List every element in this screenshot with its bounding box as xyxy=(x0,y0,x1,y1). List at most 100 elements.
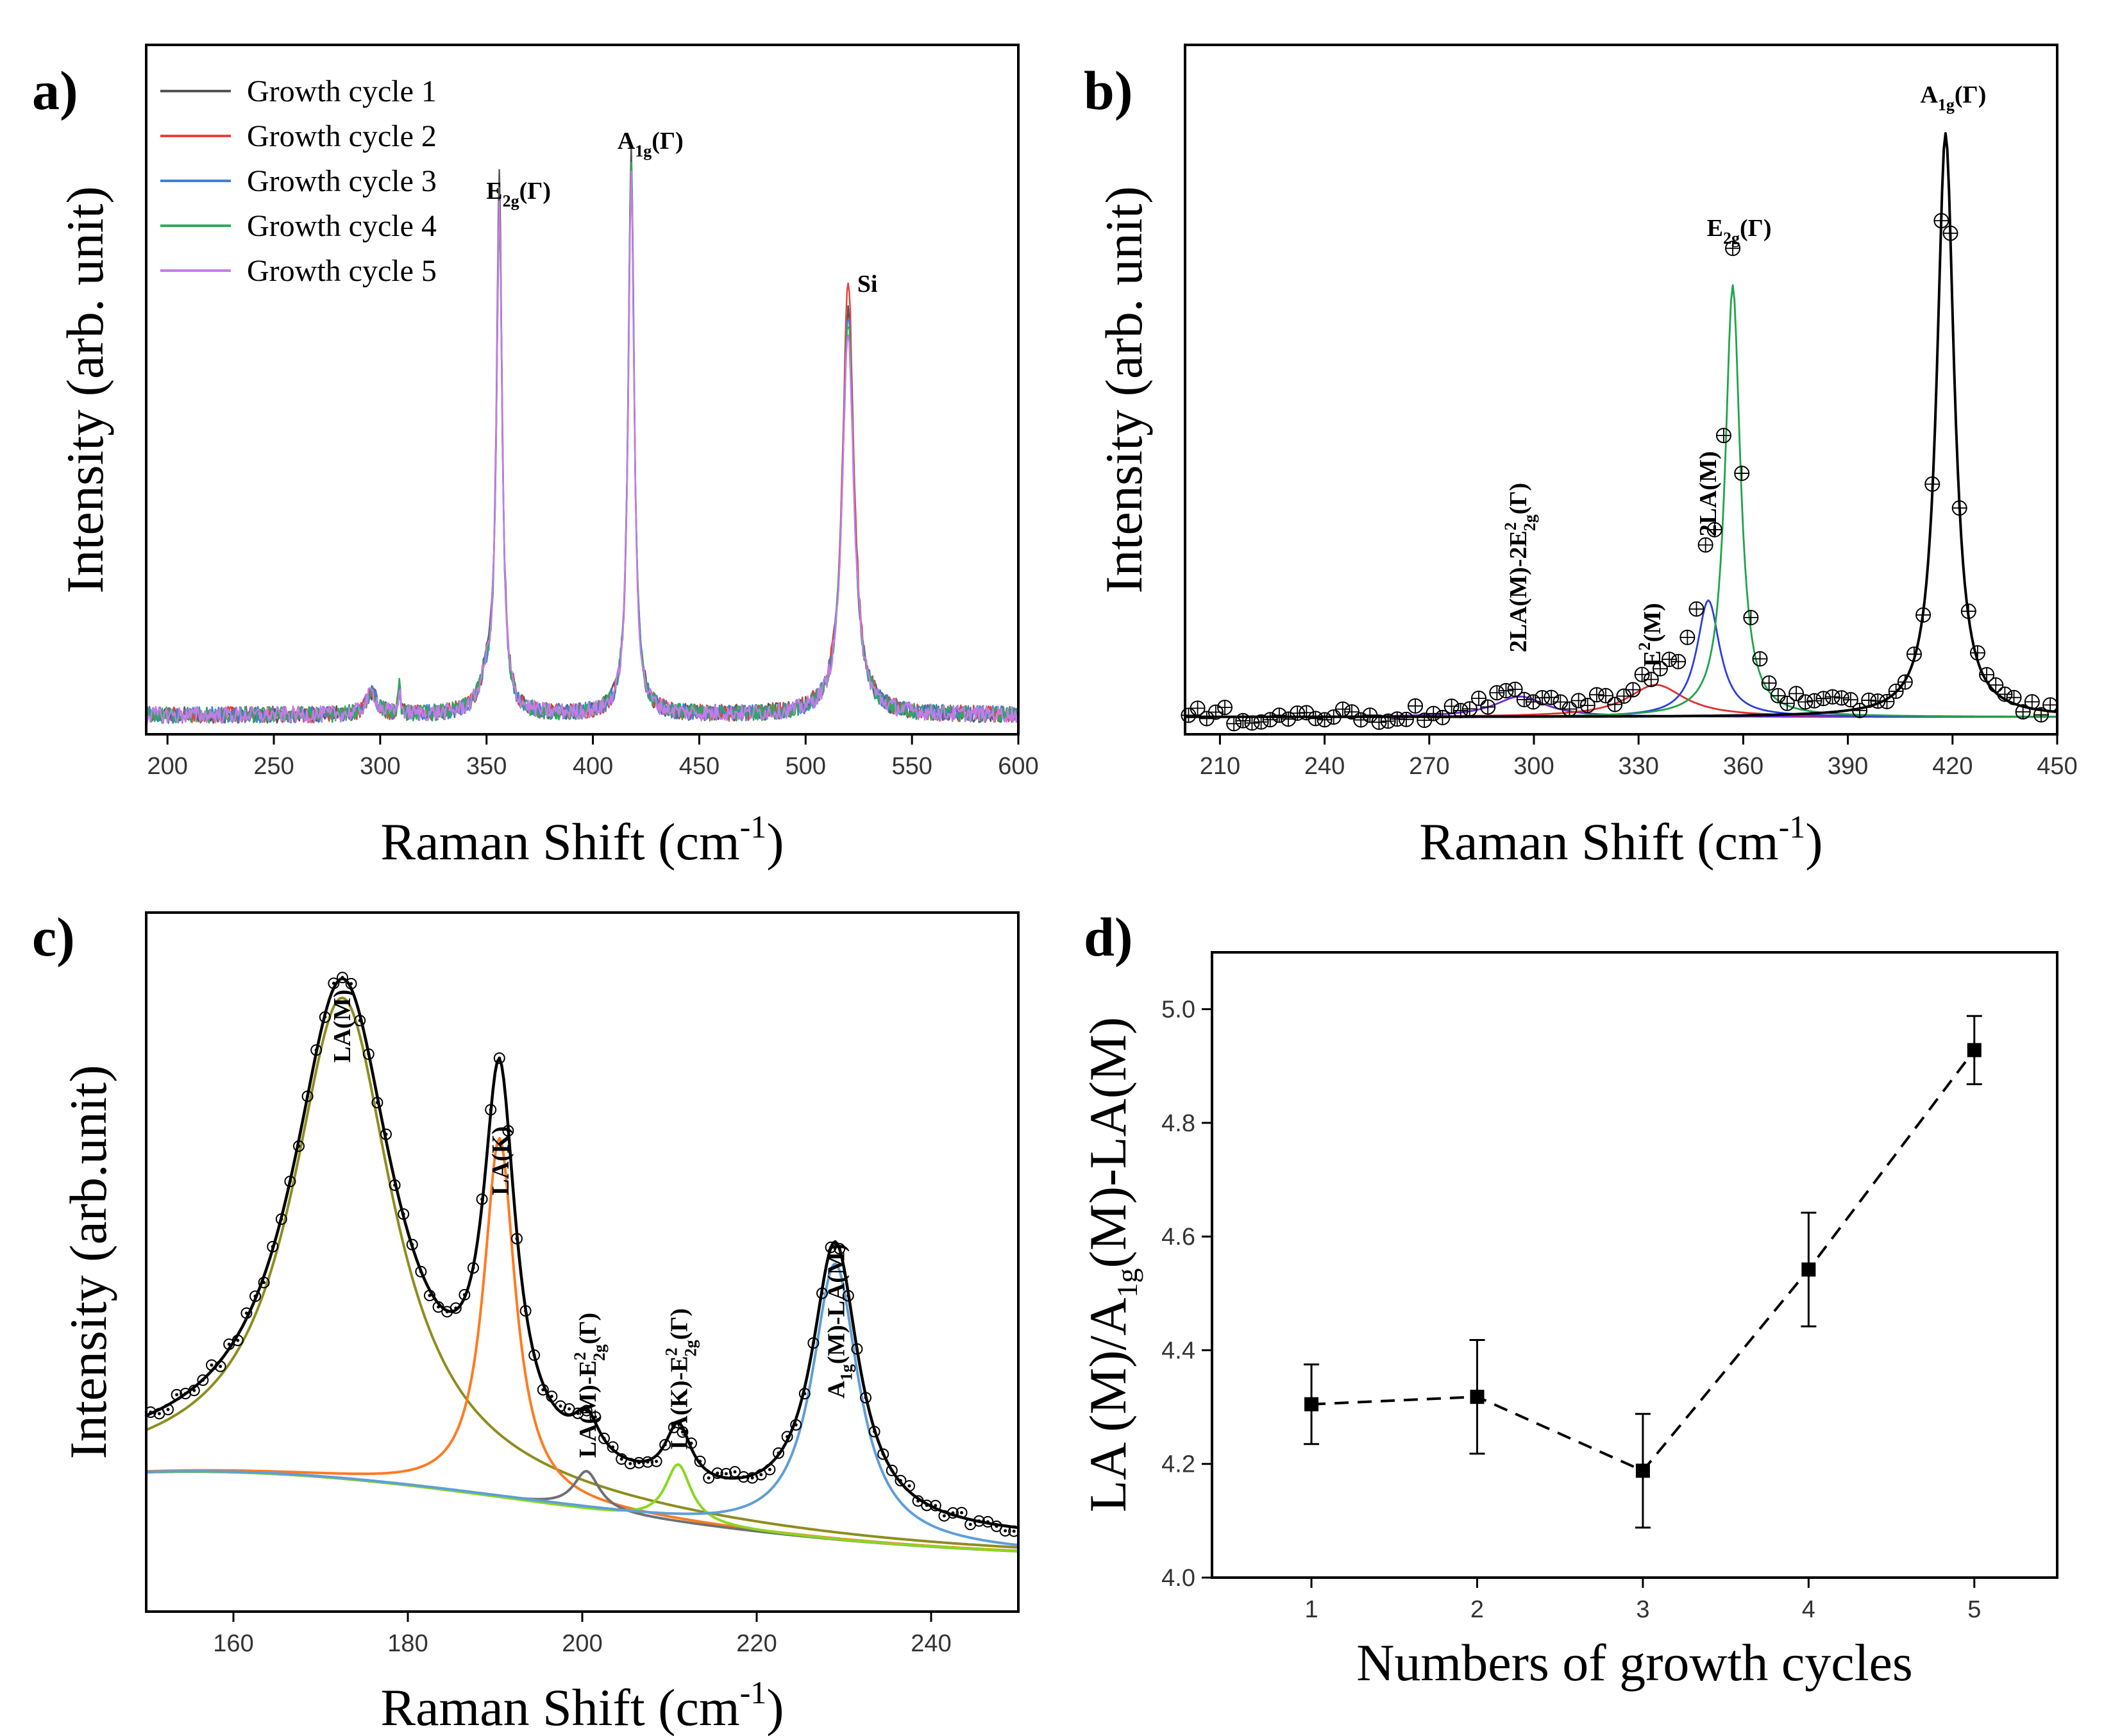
data-point xyxy=(206,1359,217,1371)
panel-c-peak-label-3-main: LA(M)-E xyxy=(575,1360,602,1458)
panel-d: d) 1 2 3 4 5 4.0 4.2 4.4 4.6 4.8 5.0 Numbers of gr… xyxy=(1079,906,2058,1692)
data-point-dot xyxy=(219,1365,223,1369)
panel-c-fit-group xyxy=(144,977,1020,1553)
panel-d-y-tick-label: 4.0 xyxy=(1161,1565,1195,1592)
panel-b-peak-labels: 2LA(M)-2E22g(Γ)E2(M)2LA(M)E2g(Γ)A1g(Γ) xyxy=(1501,81,1986,667)
panel-d-x-axis-title: Numbers of growth cycles xyxy=(1356,1633,1913,1692)
panel-a-peak-label-2: A1g(Γ) xyxy=(618,128,684,160)
data-point-dot xyxy=(297,1144,301,1148)
fit-component-1 xyxy=(145,997,1020,1549)
data-point xyxy=(511,1233,523,1245)
panel-c-peak-label-4-sup: 2 xyxy=(662,1347,681,1356)
data-point-dot xyxy=(846,1294,850,1298)
data-point xyxy=(467,1262,479,1274)
fit-component-5 xyxy=(1184,132,2058,718)
panel-d-series xyxy=(1304,1015,1982,1529)
panel-a-peak-label-3-main: Si xyxy=(857,271,878,298)
panel-b-peak-label-1-sup: 2 xyxy=(1501,522,1520,530)
data-point xyxy=(886,1464,898,1476)
panel-b-peak-label-5-sub: 1g xyxy=(1938,96,1955,114)
panel-b-peak-label-2-tail: (M) xyxy=(1639,603,1666,642)
data-point xyxy=(502,1125,514,1137)
data-point xyxy=(171,1388,183,1401)
panel-a-x-tick-label: 350 xyxy=(466,753,507,780)
panel-a-peak-labels: E2g(Γ)A1g(Γ)Si xyxy=(486,128,877,298)
panel-d-y-tick-label: 4.4 xyxy=(1161,1337,1195,1364)
data-point xyxy=(476,1193,488,1205)
panel-d-frame xyxy=(1211,951,2058,1579)
data-point-dot xyxy=(698,1460,702,1463)
panel-c-x-tick-label: 160 xyxy=(213,1630,253,1657)
data-point xyxy=(711,1467,723,1479)
data-point-dot xyxy=(637,1461,641,1465)
panel-b-fit-group xyxy=(1184,132,2058,718)
data-point xyxy=(729,1466,741,1478)
panel-b-data-points xyxy=(1181,213,2058,732)
panel-c-peak-label-3-sup: 2 xyxy=(571,1352,589,1360)
data-point xyxy=(694,1455,706,1467)
panel-b: b) 210 240 270 300 330 360 390 420 450 2LA(M)-2E… xyxy=(1084,44,2078,871)
data-point-dot xyxy=(803,1392,807,1395)
data-point-dot xyxy=(811,1341,815,1345)
data-point-dot xyxy=(384,1133,388,1136)
data-point xyxy=(999,1525,1011,1537)
data-point-dot xyxy=(550,1394,553,1398)
data-point xyxy=(362,1048,375,1060)
data-point-dot xyxy=(498,1056,501,1060)
data-point xyxy=(406,1238,418,1251)
data-point-dot xyxy=(280,1217,283,1221)
data-point-dot xyxy=(750,1476,754,1480)
data-point-dot xyxy=(341,975,344,979)
panel-c-peak-labels: LA(M)LA(K)LA(M)-E22g(Γ)LA(K)-E22g(Γ)A1g(… xyxy=(329,990,855,1458)
data-point xyxy=(755,1469,767,1481)
data-point-dot xyxy=(306,1094,310,1098)
data-point xyxy=(580,1404,593,1417)
panel-c-letter: c) xyxy=(32,906,75,968)
data-point-dot xyxy=(898,1479,902,1483)
panel-d-x-tick-label: 3 xyxy=(1636,1596,1649,1623)
panel-b-peak-label-5: A1g(Γ) xyxy=(1920,81,1986,114)
panel-c-x-tick-label: 240 xyxy=(911,1630,951,1657)
data-point xyxy=(258,1276,270,1288)
panel-b-y-axis-title: Intensity (arb. unit) xyxy=(1095,186,1153,593)
data-point xyxy=(380,1128,392,1140)
data-point-dot xyxy=(881,1452,885,1456)
panel-a-legend: Growth cycle 1 Growth cycle 2 Growth cycle… xyxy=(160,74,437,288)
panel-d-dashed-line xyxy=(1311,1049,1976,1472)
panel-c-peak-label-5-tail: (M)-LA(M) xyxy=(823,1243,850,1364)
data-point xyxy=(371,1097,383,1109)
data-point-dot xyxy=(951,1511,955,1515)
data-point xyxy=(328,977,340,990)
data-point-dot xyxy=(175,1393,179,1397)
data-point-dot xyxy=(524,1309,528,1313)
panel-a-x-tick-label: 200 xyxy=(147,753,187,780)
data-point-dot xyxy=(1012,1530,1016,1533)
data-point xyxy=(868,1426,880,1438)
data-point-dot xyxy=(183,1392,187,1395)
data-point xyxy=(686,1437,697,1449)
data-point-dot xyxy=(829,1245,833,1249)
data-point-dot xyxy=(960,1511,964,1515)
data-point xyxy=(607,1441,619,1453)
panel-d-y-tick-label: 4.8 xyxy=(1161,1110,1195,1137)
data-point-dot xyxy=(977,1519,981,1523)
panel-d-letter: d) xyxy=(1084,906,1132,968)
panel-d-ticks: 1 2 3 4 5 4.0 4.2 4.4 4.6 4.8 5.0 xyxy=(1161,997,1981,1623)
data-point xyxy=(642,1456,653,1468)
data-point-dot xyxy=(471,1266,475,1270)
data-point xyxy=(921,1499,933,1512)
data-point-dot xyxy=(995,1524,998,1528)
data-point-dot xyxy=(323,1015,327,1019)
data-point xyxy=(162,1403,174,1415)
data-point-dot xyxy=(986,1520,989,1524)
data-point-dot xyxy=(663,1443,667,1447)
panel-c-peak-label-4-tail: (Γ) xyxy=(666,1308,693,1340)
data-point-dot xyxy=(820,1292,824,1295)
data-point xyxy=(790,1419,802,1431)
panel-c-peak-label-4-main: LA(K)-E xyxy=(666,1356,693,1449)
panel-c-peak-label-4: LA(K)-E22g(Γ) xyxy=(662,1308,700,1449)
panel-c-peak-label-3-sub: 2g xyxy=(590,1344,609,1361)
data-point-dot xyxy=(515,1236,519,1240)
panel-a-x-ticks: 200 250 300 350 400 450 500 550 600 xyxy=(147,734,1039,780)
data-point xyxy=(624,1458,636,1470)
